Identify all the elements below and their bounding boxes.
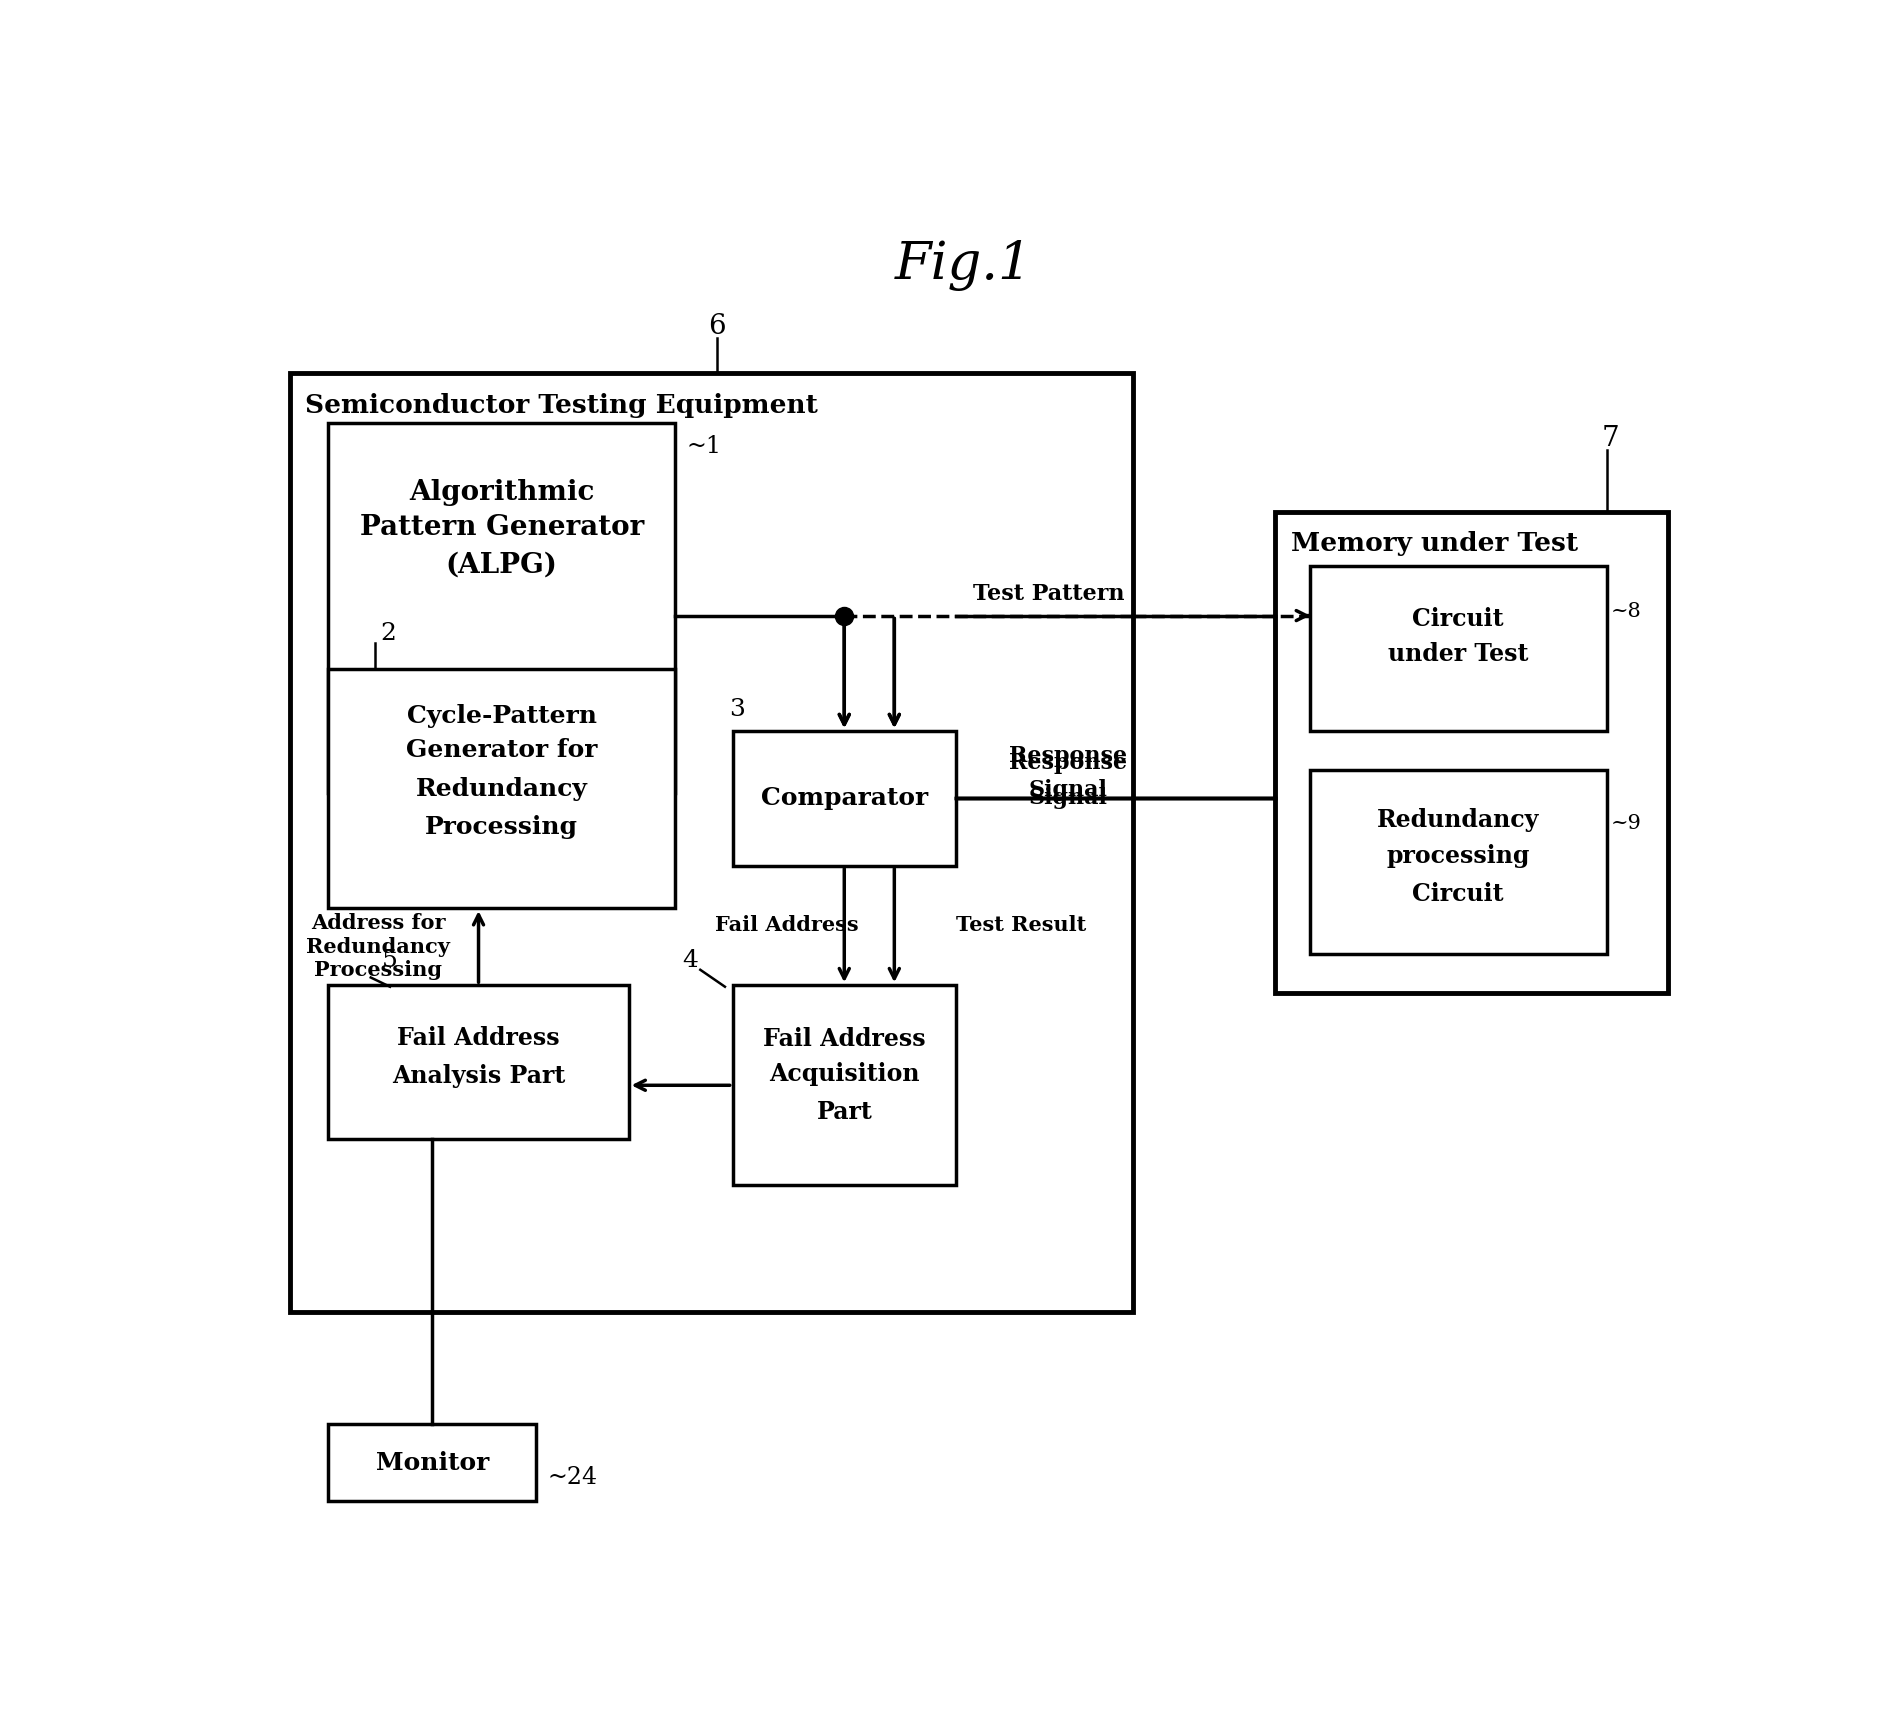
Text: under Test: under Test [1387,641,1527,666]
Text: Signal: Signal [1028,787,1107,809]
Text: Processing: Processing [425,816,577,839]
Text: Analysis Part: Analysis Part [391,1063,564,1088]
Text: 4: 4 [682,949,697,972]
Text: Redundancy: Redundancy [415,776,587,801]
Text: Cycle-Pattern: Cycle-Pattern [406,704,596,728]
Text: Response: Response [1008,745,1126,766]
Bar [329,1425,536,1501]
Text: Redundancy: Redundancy [1376,807,1538,832]
Text: Algorithmic: Algorithmic [408,479,594,507]
Text: Fail Address: Fail Address [714,915,857,935]
Text: 6: 6 [709,313,726,341]
Text: Address for
Redundancy
Processing: Address for Redundancy Processing [306,913,449,980]
Text: Comparator: Comparator [760,787,927,811]
Bar [1310,565,1606,731]
Text: Fig.1: Fig.1 [895,240,1032,290]
Bar [1275,512,1668,992]
Text: Monitor: Monitor [376,1451,489,1475]
Text: Semiconductor Testing Equipment: Semiconductor Testing Equipment [305,392,818,418]
Text: Circuit: Circuit [1412,882,1502,906]
Bar [329,669,675,908]
Text: processing: processing [1386,844,1528,868]
Text: Fail Address: Fail Address [763,1027,925,1051]
Bar [731,986,955,1186]
Text: Circuit: Circuit [1412,607,1502,631]
Text: ~9: ~9 [1609,814,1641,833]
Bar [329,986,628,1139]
Text: Signal: Signal [1028,780,1107,801]
Text: Response: Response [1008,752,1126,775]
Text: Fail Address: Fail Address [397,1025,560,1050]
Text: ~8: ~8 [1609,602,1641,621]
Text: Test Result: Test Result [955,915,1085,935]
Text: Memory under Test: Memory under Test [1290,531,1577,557]
Text: 7: 7 [1600,425,1619,451]
Text: (ALPG): (ALPG) [446,552,556,579]
Bar [290,373,1132,1312]
Text: 5: 5 [382,949,399,972]
Bar [731,731,955,866]
Text: ~24: ~24 [547,1466,598,1489]
Text: Pattern Generator: Pattern Generator [359,514,643,541]
Text: Part: Part [816,1100,872,1124]
Text: 2: 2 [380,622,397,645]
Text: 3: 3 [728,699,744,721]
Bar [1310,769,1606,954]
Text: ~1: ~1 [686,434,722,458]
Bar [329,424,675,792]
Text: Acquisition: Acquisition [769,1062,919,1086]
Text: Generator for: Generator for [406,738,598,762]
Text: Test Pattern: Test Pattern [972,583,1124,605]
